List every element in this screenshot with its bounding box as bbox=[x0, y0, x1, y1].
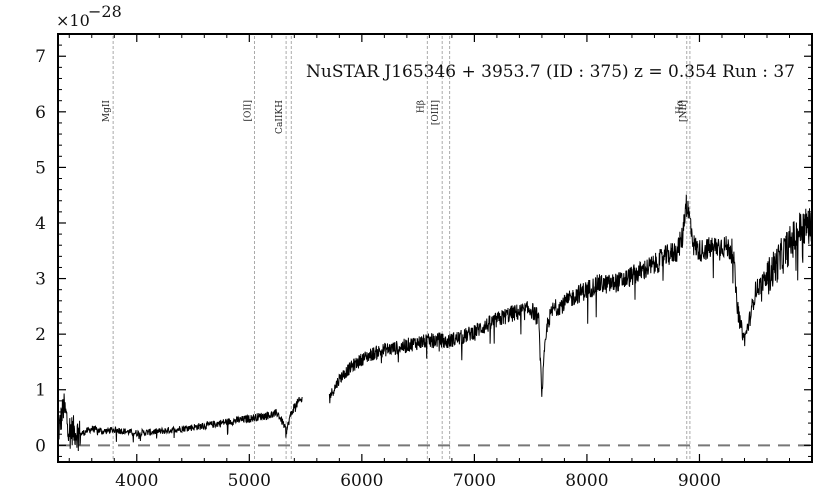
x-tick-label: 7000 bbox=[453, 471, 496, 491]
x-axis: 4000 5000 6000 7000 8000 9000 bbox=[68, 34, 790, 491]
y-tick-label: 1 bbox=[35, 381, 46, 401]
spectrum-series-line bbox=[57, 194, 813, 452]
y-tick-label: 7 bbox=[35, 47, 46, 67]
y-tick-label: 3 bbox=[35, 270, 46, 290]
spectral-line-label: Hβ bbox=[416, 100, 426, 113]
chart-title: NuSTAR J165346 + 3953.7 (ID : 375) z = 0… bbox=[306, 62, 795, 82]
x-tick-label: 9000 bbox=[678, 471, 721, 491]
x-tick-label: 5000 bbox=[228, 471, 271, 491]
spectral-line-label: Hα bbox=[676, 100, 686, 114]
y-scale-exponent: −28 bbox=[88, 2, 122, 21]
spectral-line-label: [NII] bbox=[679, 100, 689, 122]
spectral-lines: MgII [OII] CaIIKH Hβ [OIII] Hα[NII] bbox=[102, 36, 691, 460]
y-tick-label: 0 bbox=[35, 436, 46, 456]
y-tick-label: 2 bbox=[35, 325, 46, 345]
y-scale-label: ×10 −28 bbox=[56, 2, 122, 30]
x-tick-label: 8000 bbox=[565, 471, 608, 491]
spectral-line-label: CaIIKH bbox=[275, 100, 285, 134]
y-scale-multiplier: ×10 bbox=[56, 11, 90, 30]
y-tick-label: 5 bbox=[35, 158, 46, 178]
y-tick-label: 4 bbox=[35, 214, 46, 234]
x-tick-label: 4000 bbox=[115, 471, 158, 491]
plot-frame bbox=[57, 33, 813, 463]
spectral-line-label: [OIII] bbox=[431, 100, 441, 125]
y-tick-label: 6 bbox=[35, 103, 46, 123]
x-tick-label: 6000 bbox=[340, 471, 383, 491]
spectral-line-label: MgII bbox=[102, 100, 112, 123]
spectral-line-label: [OII] bbox=[243, 100, 253, 122]
